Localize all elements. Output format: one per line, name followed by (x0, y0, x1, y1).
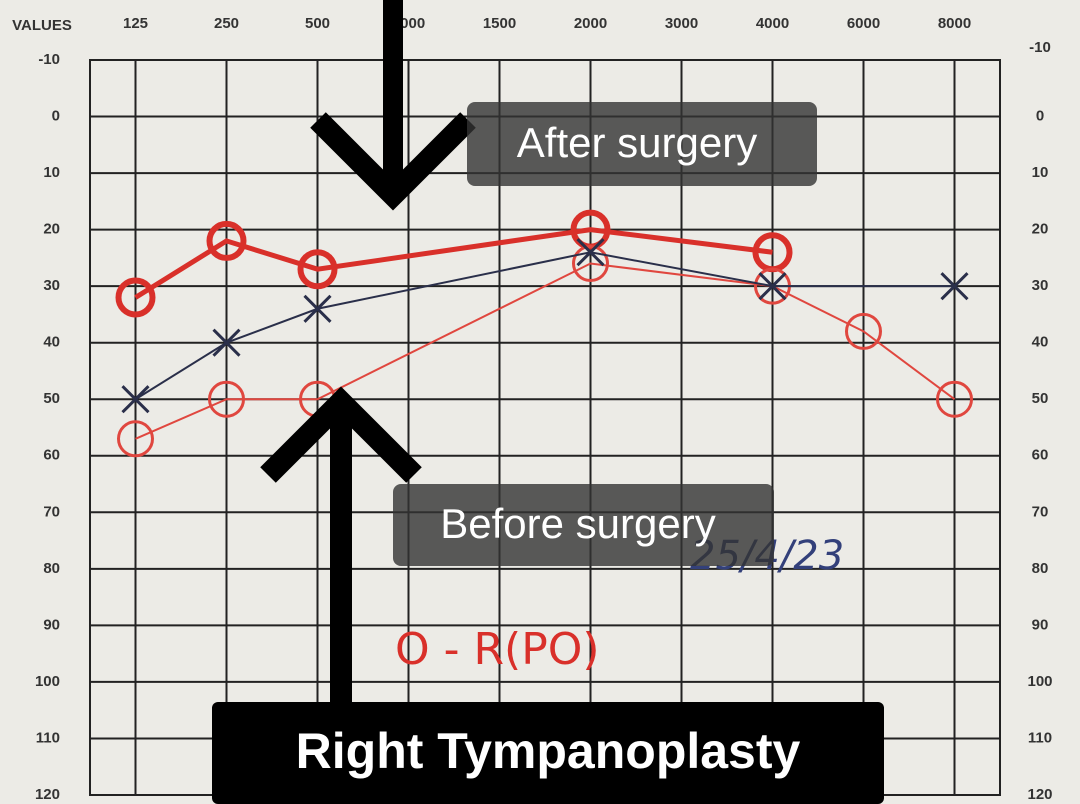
marker-x (940, 272, 969, 301)
x-tick-label: 6000 (847, 15, 880, 32)
annotation-text: After surgery (517, 119, 757, 166)
plot (115, 209, 973, 458)
marker-x (121, 385, 150, 414)
marker-x (576, 238, 605, 267)
marker-circle (572, 245, 609, 283)
y2-tick-label: 120 (1027, 786, 1052, 803)
y-tick-label: 30 (43, 277, 60, 294)
annotation-before: Before surgery (393, 484, 774, 566)
marker-circle (208, 380, 245, 418)
x-tick-label: 2000 (574, 15, 607, 32)
marker-circle (936, 380, 973, 418)
marker-circle (206, 220, 247, 261)
y2-tick-label: 100 (1027, 673, 1052, 690)
y-tick-label: 110 (36, 729, 60, 746)
y2-tick-label: 40 (1032, 334, 1049, 351)
y2-tick-label: 30 (1032, 277, 1049, 294)
y2-tick-label: 0 (1036, 108, 1044, 125)
marker-circle (297, 249, 338, 290)
marker-circle (845, 312, 882, 350)
series-line (135, 262, 956, 440)
y-tick-label: 90 (43, 616, 60, 633)
handwritten-legend: O - R(PO) (395, 624, 600, 675)
annotation-after: After surgery (467, 102, 817, 186)
series-line (134, 251, 955, 401)
arrow-down (310, 0, 476, 211)
y2-tick-label: 50 (1032, 390, 1049, 407)
y-tick-label: 100 (35, 673, 60, 690)
y-tick-label: 20 (43, 221, 60, 238)
marker-x (303, 294, 332, 323)
y-tick-label: 40 (43, 334, 60, 351)
x-tick-label: 4000 (756, 15, 789, 32)
y-tick-label: 120 (35, 786, 60, 803)
y-tick-label: 70 (43, 503, 60, 520)
y2-tick-label: 90 (1032, 616, 1049, 633)
y2-tick-label: 60 (1032, 447, 1049, 464)
marker-circle (117, 420, 154, 458)
y2-tick-label: 10 (1032, 164, 1049, 181)
y2-tick-label: 110 (1028, 729, 1052, 746)
marker-circle (115, 277, 156, 318)
y2-tick-label: 70 (1032, 503, 1049, 520)
y-tick-label: -10 (38, 51, 60, 68)
marker-x (758, 272, 787, 301)
y-tick-label: 80 (43, 560, 60, 577)
series-line (134, 227, 773, 300)
annotation-text: Before surgery (440, 500, 715, 547)
x-tick-label: 125 (123, 15, 148, 32)
title-box: Right Tympanoplasty (212, 702, 884, 804)
y-tick-label: 50 (43, 390, 60, 407)
chart-title: Right Tympanoplasty (296, 723, 801, 779)
x-tick-label: 1500 (483, 15, 516, 32)
y-tick-label: 60 (43, 447, 60, 464)
y-tick-label: 10 (43, 164, 60, 181)
x-tick-label: 3000 (665, 15, 698, 32)
arrow-up (260, 386, 422, 710)
y2-tick-label: 20 (1032, 221, 1049, 238)
y2-tick-label: 80 (1032, 560, 1049, 577)
x-tick-label: 250 (214, 15, 239, 32)
y2-tick-label: -10 (1029, 39, 1051, 56)
x-tick-label: 8000 (938, 15, 971, 32)
axis-label: VALUES (12, 17, 72, 34)
y-tick-label: 0 (52, 108, 60, 125)
marker-x (212, 328, 241, 357)
x-tick-label: 500 (305, 15, 330, 32)
